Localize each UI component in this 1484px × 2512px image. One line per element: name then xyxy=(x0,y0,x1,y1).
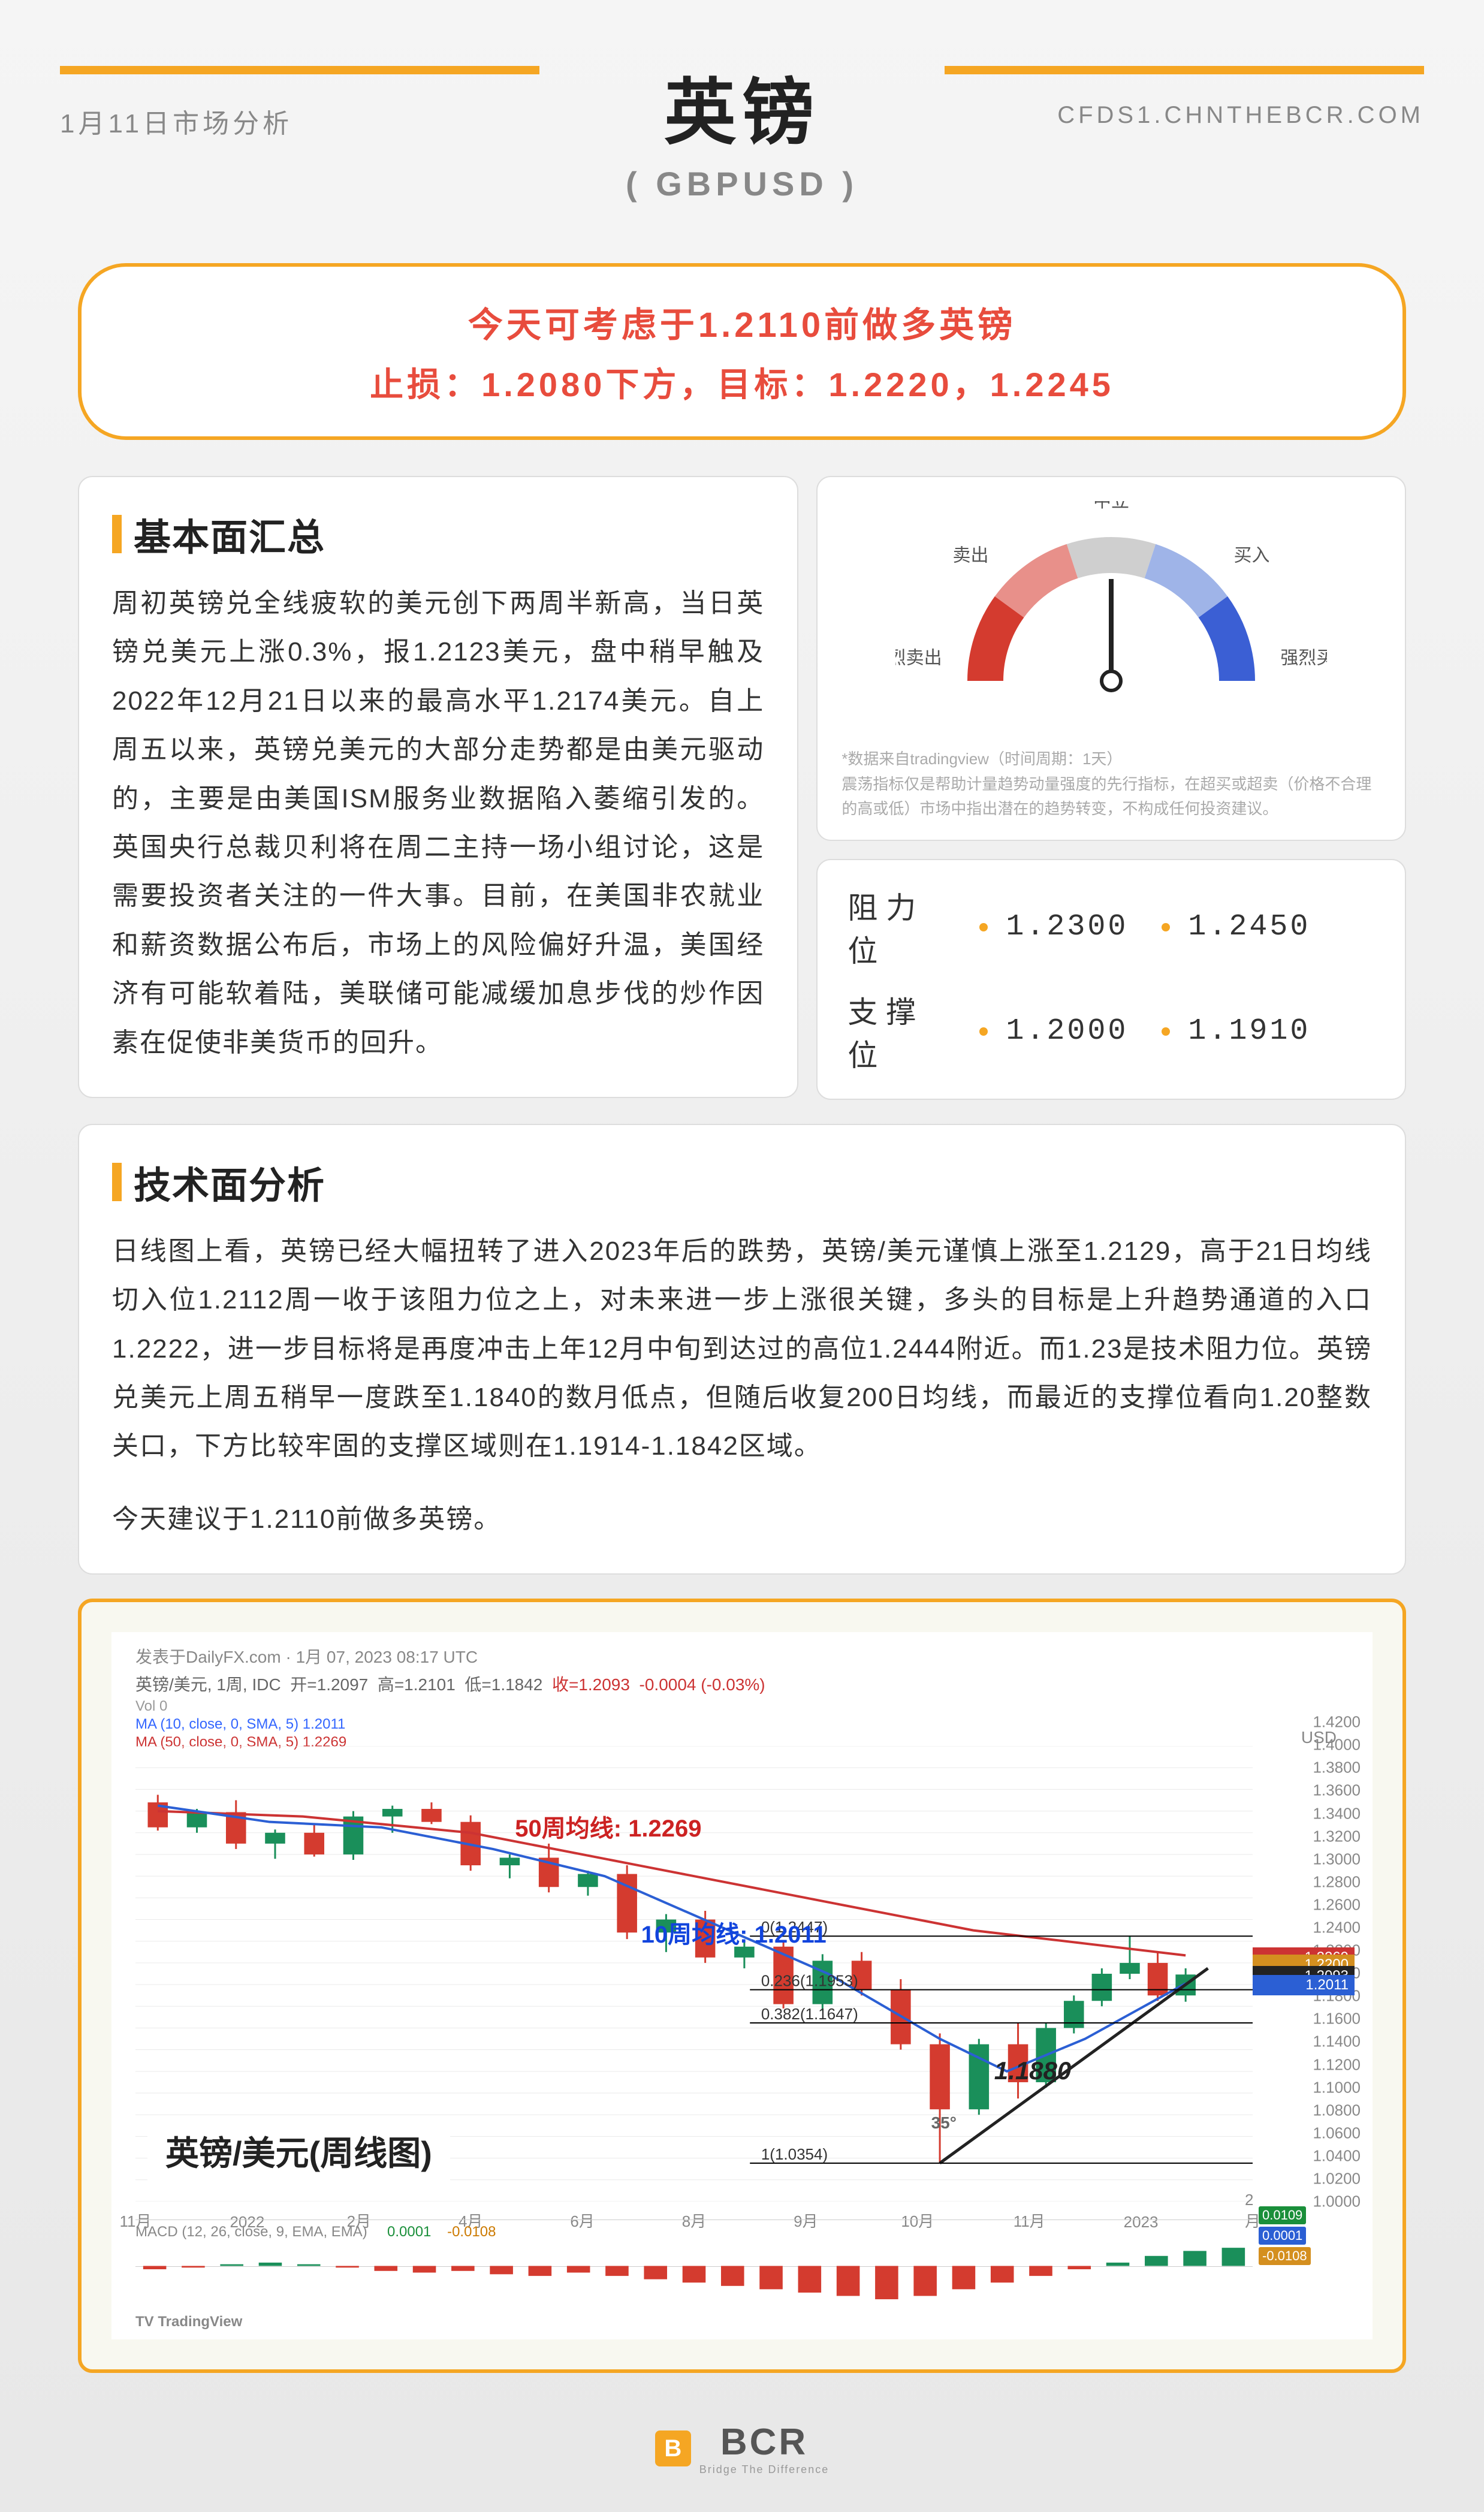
svg-text:卖出: 卖出 xyxy=(953,546,989,566)
chart-o: 开=1.2097 xyxy=(290,1675,368,1694)
chart-name-box: 英镑/美元(周线图) xyxy=(147,2118,450,2184)
header-subtitle: ( GBPUSD ) xyxy=(72,164,1412,203)
svg-text:中立: 中立 xyxy=(1093,501,1129,511)
svg-text:0.382(1.1647): 0.382(1.1647) xyxy=(761,2005,858,2023)
support-val-1: 1.2000 xyxy=(1006,1014,1144,1048)
y-tick: 1.3600 xyxy=(1313,1781,1361,1800)
chart-source: 发表于DailyFX.com · 1月 07, 2023 08:17 UTC xyxy=(135,1644,765,1668)
fundamentals-title: 基本面汇总 xyxy=(134,507,325,561)
y-tick: 1.2400 xyxy=(1313,1918,1361,1937)
ma50-annotation: 50周均线: 1.2269 xyxy=(515,1809,701,1844)
footer-sub: Bridge The Difference xyxy=(699,2463,829,2475)
gauge-card: 强烈卖出 卖出 中立买入强烈买入 *数据来自tradingview（时间周期：1天）… xyxy=(816,476,1406,841)
y-tick: 1.3000 xyxy=(1313,1850,1361,1868)
title-accent xyxy=(112,1163,122,1201)
chart-c: 收=1.2093 xyxy=(552,1675,630,1694)
y-tick: 1.1600 xyxy=(1313,2010,1361,2028)
y-tick: 1.1000 xyxy=(1313,2078,1361,2097)
support-row: 支撑位 1.2000 1.1910 xyxy=(847,988,1375,1075)
callout-line1: 今天可考虑于1.2110前做多英镑 xyxy=(117,297,1367,347)
resistance-val-1: 1.2300 xyxy=(1006,910,1144,944)
level-dot xyxy=(1162,923,1170,931)
y-tick: 1.3200 xyxy=(1313,1827,1361,1845)
callout-line2: 止损：1.2080下方，目标：1.2220，1.2245 xyxy=(117,358,1367,406)
y-tick: 1.0600 xyxy=(1313,2124,1361,2142)
ma10-annotation: 10周均线: 1.2011 xyxy=(641,1915,827,1950)
technical-title: 技术面分析 xyxy=(134,1155,325,1209)
y-tick: 1.4200 xyxy=(1313,1713,1361,1732)
macd-tag: 0.0109 xyxy=(1259,2206,1306,2224)
level-dot xyxy=(979,923,988,931)
support-label: 支撑位 xyxy=(847,988,961,1075)
resistance-label: 阻力位 xyxy=(847,884,961,970)
sentiment-gauge: 强烈卖出 卖出 中立买入强烈买入 xyxy=(895,501,1327,729)
price-tag: 1.2011 xyxy=(1253,1975,1355,1997)
title-accent xyxy=(112,515,122,553)
fundamentals-card: 基本面汇总 周初英镑兑全线疲软的美元创下两周半新高，当日英镑兑美元上涨0.3%，… xyxy=(78,476,798,1098)
angle-annotation: 35° xyxy=(931,2113,957,2133)
resistance-val-2: 1.2450 xyxy=(1188,910,1326,944)
y-tick: 1.2800 xyxy=(1313,1872,1361,1891)
svg-text:买入: 买入 xyxy=(1234,546,1270,566)
macd-svg xyxy=(135,2220,1253,2303)
two-column-row: 基本面汇总 周初英镑兑全线疲软的美元创下两周半新高，当日英镑兑美元上涨0.3%，… xyxy=(78,476,1406,1100)
level-dot xyxy=(1162,1027,1170,1036)
header: 1月11日市场分析 CFDS1.CHNTHEBCR.COM 英镑 ( GBPUS… xyxy=(0,0,1484,227)
chart-ma10-meta: MA (10, close, 0, SMA, 5) 1.2011 xyxy=(135,1716,765,1733)
chart-h: 高=1.2101 xyxy=(378,1675,456,1694)
header-accent-right xyxy=(945,66,1424,74)
chart-instrument: 英镑/美元, 1周, IDC xyxy=(135,1675,281,1694)
y-tick: 1.0200 xyxy=(1313,2170,1361,2188)
footer-logo-icon: B xyxy=(655,2430,691,2466)
header-accent-left xyxy=(60,66,539,74)
technical-card: 技术面分析 日线图上看，英镑已经大幅扭转了进入2023年后的跌势，英镑/美元谨慎… xyxy=(78,1124,1406,1575)
level-dot xyxy=(979,1027,988,1036)
callout-bubble: 今天可考虑于1.2110前做多英镑 止损：1.2080下方，目标：1.2220，… xyxy=(78,263,1406,440)
svg-text:1(1.0354): 1(1.0354) xyxy=(761,2145,828,2163)
y-tick: 1.3800 xyxy=(1313,1759,1361,1777)
tradingview-logo: TV TradingView xyxy=(135,2314,242,2330)
gauge-caption1: *数据来自tradingview（时间周期：1天） xyxy=(841,747,1381,772)
footer-brand: BCR xyxy=(720,2421,808,2463)
y-tick: 1.2600 xyxy=(1313,1895,1361,1914)
chart-l: 低=1.1842 xyxy=(464,1675,542,1694)
technical-body2: 今天建议于1.2110前做多英镑。 xyxy=(112,1495,1372,1543)
macd-tag: -0.0108 xyxy=(1259,2247,1311,2265)
y-tick: 1.1400 xyxy=(1313,2032,1361,2051)
macd-right-tags: 0.0109 0.0001 -0.0108 xyxy=(1259,2206,1361,2267)
macd-panel: MACD (12, 26, close, 9, EMA, EMA) 0.0001… xyxy=(135,2220,1253,2303)
header-url: CFDS1.CHNTHEBCR.COM xyxy=(1057,102,1424,129)
macd-tag: 0.0001 xyxy=(1259,2227,1306,2245)
chart-inner: 发表于DailyFX.com · 1月 07, 2023 08:17 UTC 英… xyxy=(111,1632,1373,2339)
y-tick: 1.4000 xyxy=(1313,1736,1361,1754)
y-tick: 1.0800 xyxy=(1313,2101,1361,2119)
chart-chg: -0.0004 (-0.03%) xyxy=(640,1675,765,1694)
gauge-caption2: 震荡指标仅是帮助计量趋势动量强度的先行指标，在超买或超卖（价格不合理的高或低）市… xyxy=(841,772,1381,822)
chart-card: 发表于DailyFX.com · 1月 07, 2023 08:17 UTC 英… xyxy=(78,1599,1406,2373)
y-tick: 1.3400 xyxy=(1313,1804,1361,1823)
chart-vol: Vol 0 xyxy=(135,1698,765,1715)
header-date: 1月11日市场分析 xyxy=(60,102,292,140)
technical-body1: 日线图上看，英镑已经大幅扭转了进入2023年后的跌势，英镑/美元谨慎上涨至1.2… xyxy=(112,1227,1372,1471)
svg-text:强烈卖出: 强烈卖出 xyxy=(895,649,942,668)
resistance-row: 阻力位 1.2300 1.2450 xyxy=(847,884,1375,970)
footer: B BCR Bridge The Difference xyxy=(0,2421,1484,2512)
chart-meta: 发表于DailyFX.com · 1月 07, 2023 08:17 UTC 英… xyxy=(135,1644,765,1751)
y-tick: 1.0400 xyxy=(1313,2146,1361,2165)
svg-text:0.236(1.1953): 0.236(1.1953) xyxy=(761,1972,858,1990)
lowpoint-annotation: 1.1880 xyxy=(994,2056,1071,2085)
y-tick: 1.1200 xyxy=(1313,2055,1361,2074)
levels-card: 阻力位 1.2300 1.2450 支撑位 1.2000 1.1910 xyxy=(816,859,1406,1100)
fundamentals-body: 周初英镑兑全线疲软的美元创下两周半新高，当日英镑兑美元上涨0.3%，报1.212… xyxy=(112,579,764,1067)
support-val-2: 1.1910 xyxy=(1188,1014,1326,1048)
svg-text:强烈买入: 强烈买入 xyxy=(1280,649,1327,668)
